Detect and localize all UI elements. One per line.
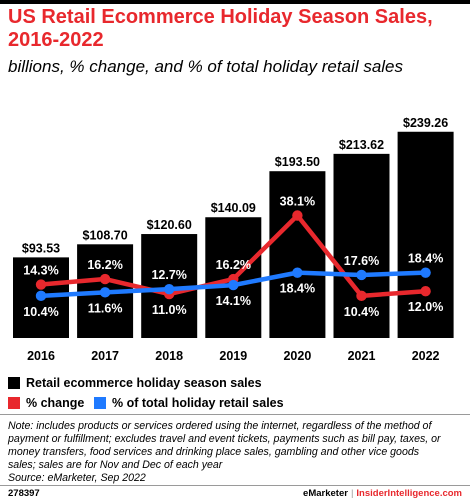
top-rule [0,0,470,4]
share-point [99,287,111,298]
share-point [228,279,239,291]
chart-title-line1: US Retail Ecommerce Holiday Season Sales… [8,6,433,28]
legend-swatch-change [8,397,20,409]
share-point [356,269,367,281]
x-tick-label: 2021 [348,349,376,363]
change-data-label: 10.4% [344,305,379,319]
chart-title-line2: 2016-2022 [8,29,104,51]
footer-divider [0,485,470,486]
bar-value-label: $120.60 [147,218,192,232]
footer-brand: eMarketer | InsiderIntelligence.com [303,488,462,500]
bar [269,171,326,338]
change-data-label: 16.2% [87,258,122,272]
change-point [99,273,111,285]
legend-swatch-share [94,397,106,409]
change-data-label: 11.0% [152,303,187,317]
note-line: money transfers, food services and drink… [8,446,420,458]
share-data-label: 17.6% [344,254,379,268]
footer: 278397 eMarketer | InsiderIntelligence.com [8,488,462,500]
share-point [292,267,303,278]
change-point [35,279,47,290]
x-tick-label: 2019 [219,349,247,363]
bar [333,153,390,338]
chart-id: 278397 [8,488,40,499]
chart-subtitle: billions, % change, and % of total holid… [8,57,404,76]
share-data-label: 10.4% [23,305,58,319]
share-point [164,283,175,295]
chart-title: US Retail Ecommerce Holiday Season Sales… [8,6,464,52]
share-data-label: 18.4% [408,252,443,266]
note-line: payment or fulfillment; excludes travel … [8,433,441,445]
change-point [420,286,431,297]
legend-label-sales: Retail ecommerce holiday season sales [26,376,262,390]
note-line: sales; sales are for Nov and Dec of each… [8,459,223,471]
change-data-label: 12.0% [408,300,443,314]
x-tick-label: 2020 [283,349,311,363]
bar-value-label: $193.50 [275,155,320,169]
share-point [35,290,47,302]
chart-legend: Retail ecommerce holiday season sales % … [8,374,464,414]
bar-value-label: $108.70 [83,228,128,242]
bar-value-label: $213.62 [339,138,384,152]
note-line: Note: includes products or services orde… [8,420,432,432]
x-tick-label: 2018 [155,349,183,363]
bar-value-label: $93.53 [22,241,60,255]
legend-label-share: % of total holiday retail sales [112,396,284,410]
share-data-label: 14.1% [216,294,251,308]
share-data-label: 11.6% [88,301,123,315]
change-point [356,290,367,302]
bar-value-label: $239.26 [403,116,448,130]
brand-emarketer: eMarketer [303,488,348,499]
chart-note: Note: includes products or services orde… [8,420,466,485]
source-line: Source: eMarketer, Sep 2022 [8,472,146,484]
x-tick-label: 2017 [91,349,119,363]
change-data-label: 16.2% [216,258,251,272]
legend-swatch-sales [8,377,20,389]
x-tick-label: 2022 [412,349,440,363]
brand-insider-intelligence: InsiderIntelligence.com [356,488,462,499]
share-data-label: 12.7% [151,268,186,282]
bar [397,131,454,338]
share-data-label: 18.4% [280,282,315,296]
x-tick-label: 2016 [27,349,55,363]
change-data-label: 38.1% [280,195,315,209]
change-data-label: 14.3% [23,264,58,278]
change-point [292,210,303,221]
legend-item-change: % change % of total holiday retail sales [8,394,464,412]
combo-chart: $93.53 2016 $108.70 2017 $120.60 2018 $140.09 2… [13,116,454,363]
share-point [420,267,431,278]
brand-separator: | [350,488,354,499]
bar-value-label: $140.09 [211,201,256,215]
legend-label-change: % change [26,396,85,410]
legend-item-sales: Retail ecommerce holiday season sales [8,374,464,392]
note-divider [0,414,470,415]
